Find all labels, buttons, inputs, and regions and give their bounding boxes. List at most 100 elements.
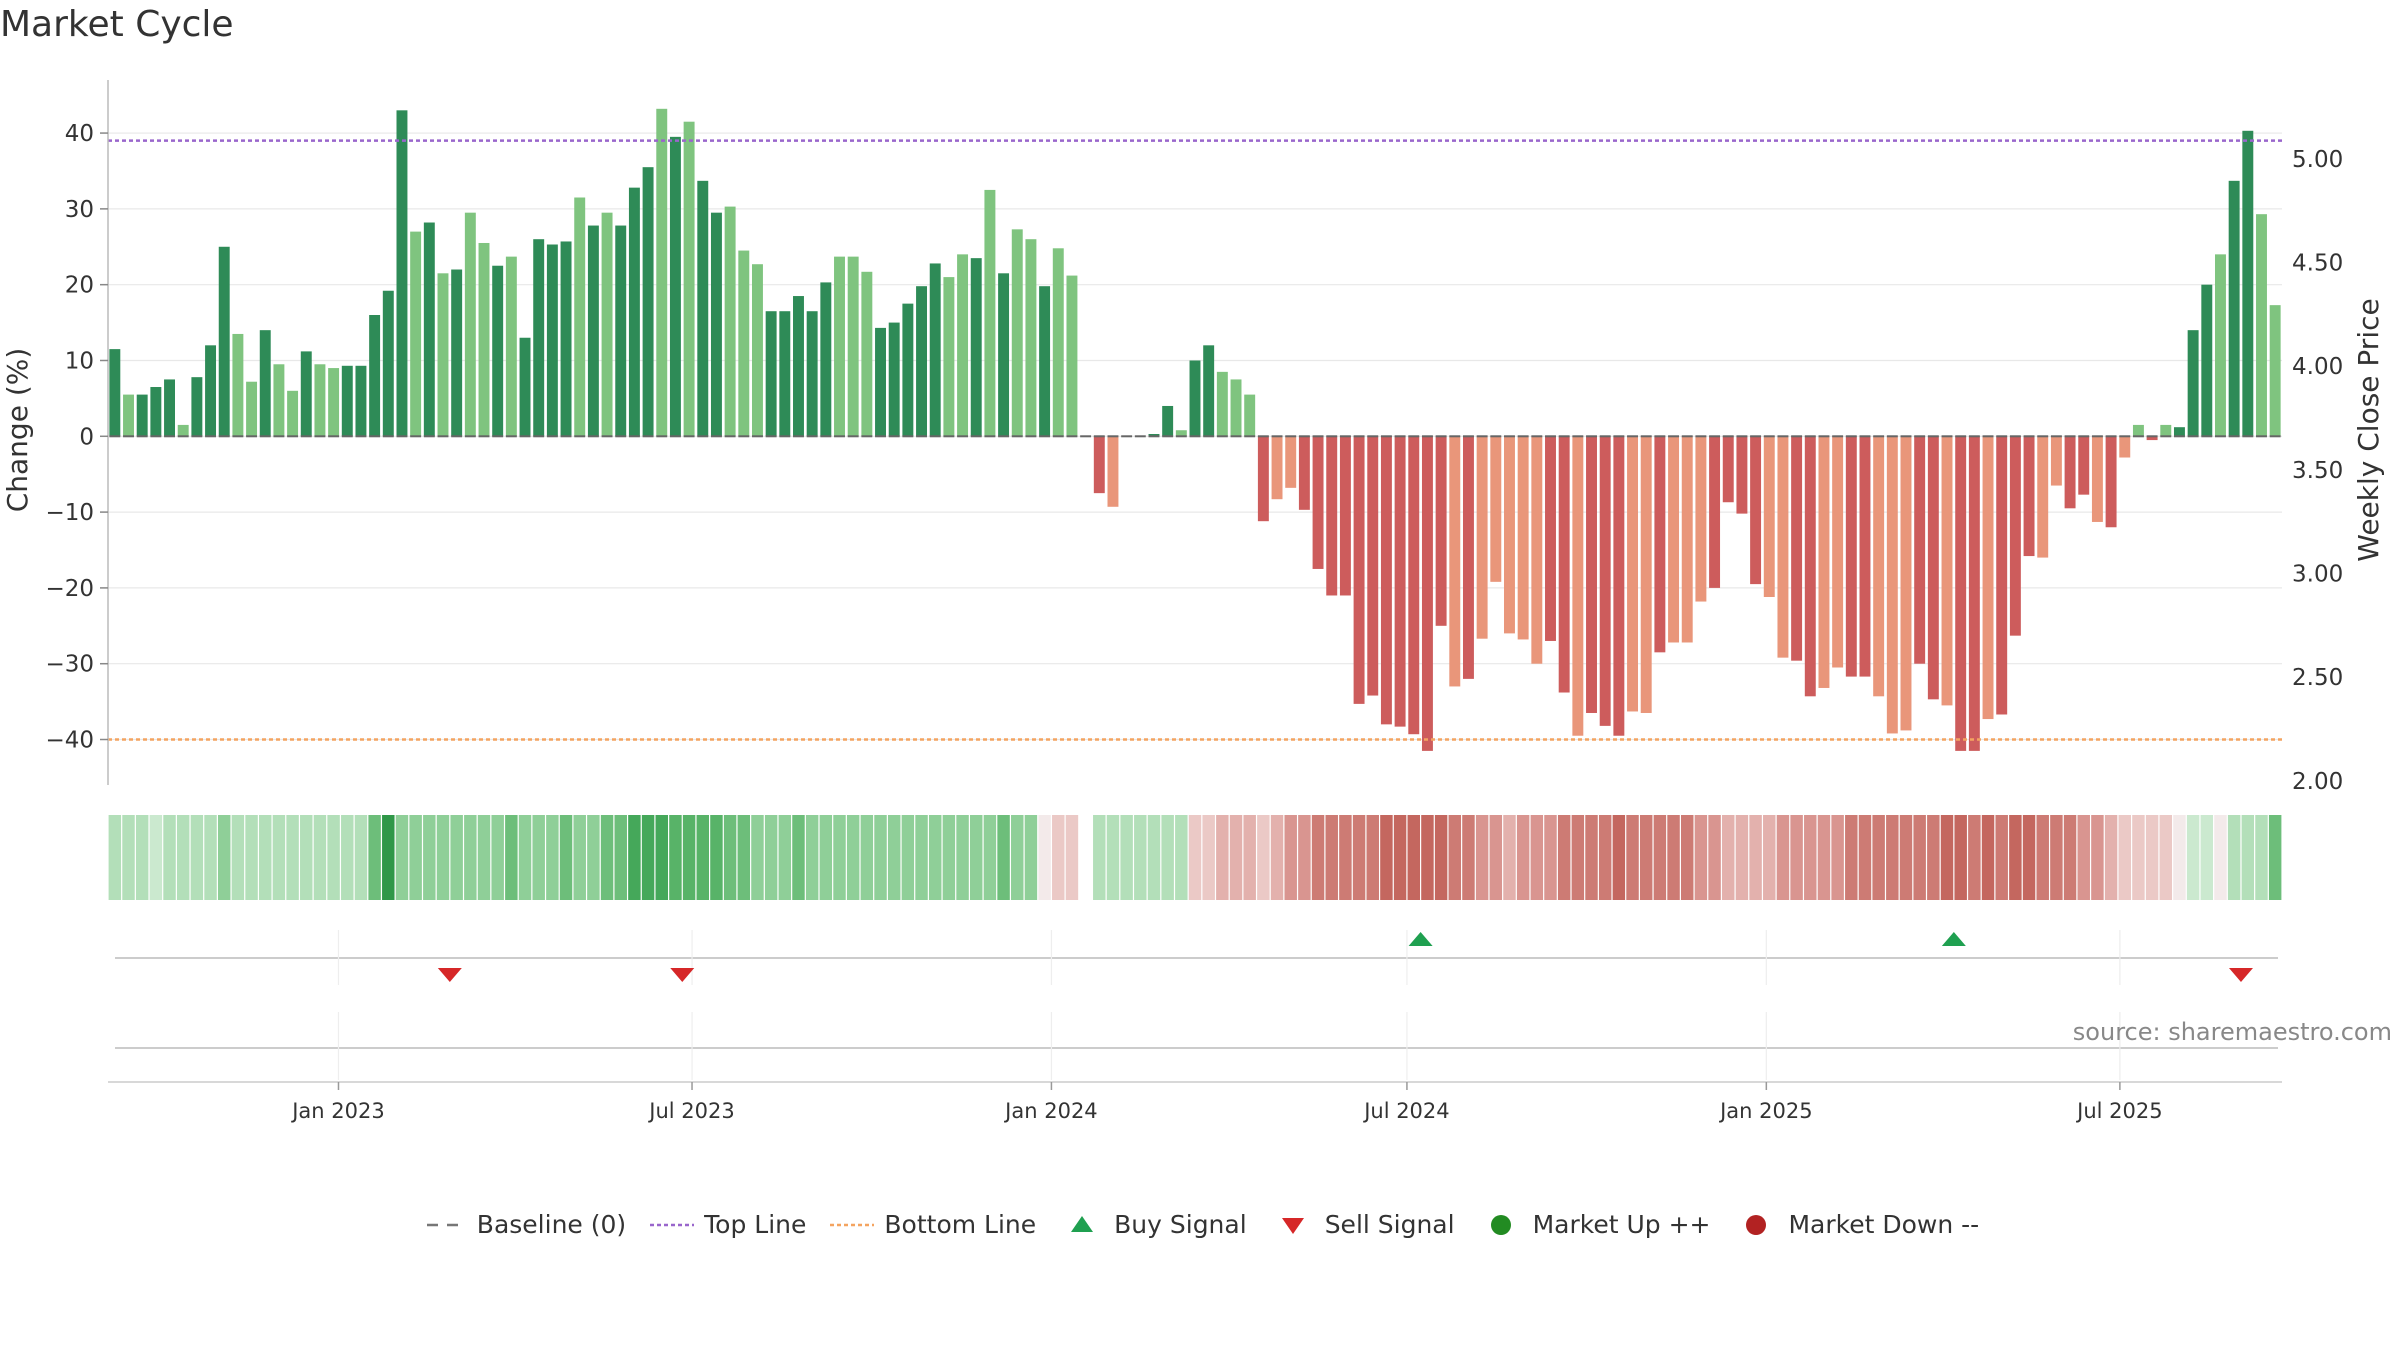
bar xyxy=(2009,436,2021,636)
y2-tick-label: 4.00 xyxy=(2292,354,2343,380)
bar xyxy=(601,212,613,437)
strip-cell xyxy=(723,815,737,900)
buy-signal-marker xyxy=(1941,932,1966,946)
strip-cell xyxy=(1749,815,1762,900)
strip-cell xyxy=(792,815,805,900)
strip-cell xyxy=(874,815,887,900)
strip-cell xyxy=(1161,815,1174,900)
bar xyxy=(1736,436,1748,514)
strip-cell xyxy=(505,815,518,900)
strip-cell xyxy=(436,815,450,900)
strip-cell xyxy=(1927,815,1940,900)
bar xyxy=(1298,436,1310,510)
bar xyxy=(1175,430,1187,437)
strip-cell xyxy=(2118,815,2131,900)
strip-cell xyxy=(1106,815,1120,900)
strip-cell xyxy=(1093,815,1106,900)
strip-cell xyxy=(135,815,149,900)
strip-cell xyxy=(1175,815,1188,900)
bar xyxy=(2091,436,2103,522)
bar xyxy=(150,387,162,437)
y-tick-label: 10 xyxy=(65,348,94,374)
bar xyxy=(1599,436,1611,726)
bar xyxy=(1107,436,1119,507)
strip-cell xyxy=(108,815,122,900)
strip-cell xyxy=(682,815,696,900)
bar xyxy=(820,282,832,437)
strip-cell xyxy=(149,815,163,900)
bar xyxy=(246,381,258,437)
bar xyxy=(834,256,845,437)
y-axis-label: Change (%) xyxy=(1,348,34,513)
bar xyxy=(1093,436,1105,494)
y2-tick-label: 3.00 xyxy=(2292,562,2343,588)
bar xyxy=(2256,214,2267,437)
bar xyxy=(806,311,818,437)
strip-cell xyxy=(2022,815,2036,900)
bar xyxy=(1148,434,1160,437)
bar xyxy=(710,212,722,437)
strip-cell xyxy=(341,815,354,900)
bar xyxy=(1435,436,1447,626)
strip-cell xyxy=(559,815,573,900)
strip-cell xyxy=(1188,815,1202,900)
bar xyxy=(218,246,230,437)
strip-cell xyxy=(2268,815,2282,900)
strip-cell xyxy=(2050,815,2063,900)
strip-cell xyxy=(2214,815,2227,900)
bar xyxy=(300,351,312,437)
bar xyxy=(259,330,271,437)
bar xyxy=(1709,436,1721,588)
legend-label: Sell Signal xyxy=(1324,1210,1455,1239)
strip-cell xyxy=(313,815,327,900)
strip-cell xyxy=(2077,815,2090,900)
bar xyxy=(1873,436,1885,697)
strip-cell xyxy=(1557,815,1571,900)
bar xyxy=(1859,436,1871,677)
y2-tick-label: 2.50 xyxy=(2292,665,2343,691)
bar xyxy=(2242,130,2254,437)
strip-cell xyxy=(860,815,874,900)
strip-cell xyxy=(1763,815,1776,900)
bar xyxy=(738,250,750,437)
bar xyxy=(984,189,996,437)
bar xyxy=(2146,436,2158,441)
strip-cell xyxy=(2009,815,2022,900)
bar xyxy=(191,377,203,437)
strip-cell xyxy=(1298,815,1311,900)
strip-cell xyxy=(614,815,627,900)
bar xyxy=(1845,436,1857,677)
bar xyxy=(1367,436,1379,696)
bar xyxy=(478,242,490,437)
bar xyxy=(1996,436,2008,715)
bar xyxy=(875,327,886,437)
legend: Baseline (0) Top Line Bottom Line Buy Si… xyxy=(0,1210,2400,1239)
strip-cell xyxy=(259,815,272,900)
chart-title: Market Cycle xyxy=(0,4,234,45)
strip-cell xyxy=(1886,815,1899,900)
bar xyxy=(1353,436,1365,704)
strip-cell xyxy=(833,815,846,900)
strip-cell xyxy=(423,815,436,900)
strip-cell xyxy=(1804,815,1817,900)
strip-cell xyxy=(1694,815,1708,900)
legend-label: Buy Signal xyxy=(1114,1210,1247,1239)
strip-cell xyxy=(1899,815,1913,900)
bar xyxy=(1695,436,1707,602)
bar xyxy=(437,273,449,437)
strip-cell xyxy=(1735,815,1749,900)
y2-tick-label: 5.00 xyxy=(2292,147,2343,173)
strip-cell xyxy=(1995,815,2008,900)
bar xyxy=(1886,436,1898,734)
strip-cell xyxy=(1489,815,1503,900)
strip-cell xyxy=(641,815,655,900)
bar xyxy=(1927,436,1939,700)
strip-cell xyxy=(2063,815,2077,900)
bar xyxy=(1914,436,1926,664)
bar xyxy=(1531,436,1543,664)
strip-cell xyxy=(1366,815,1379,900)
bar xyxy=(519,337,531,437)
bar xyxy=(1545,436,1556,641)
y2-tick-label: 2.00 xyxy=(2292,769,2343,795)
strip-cell xyxy=(1065,815,1079,900)
